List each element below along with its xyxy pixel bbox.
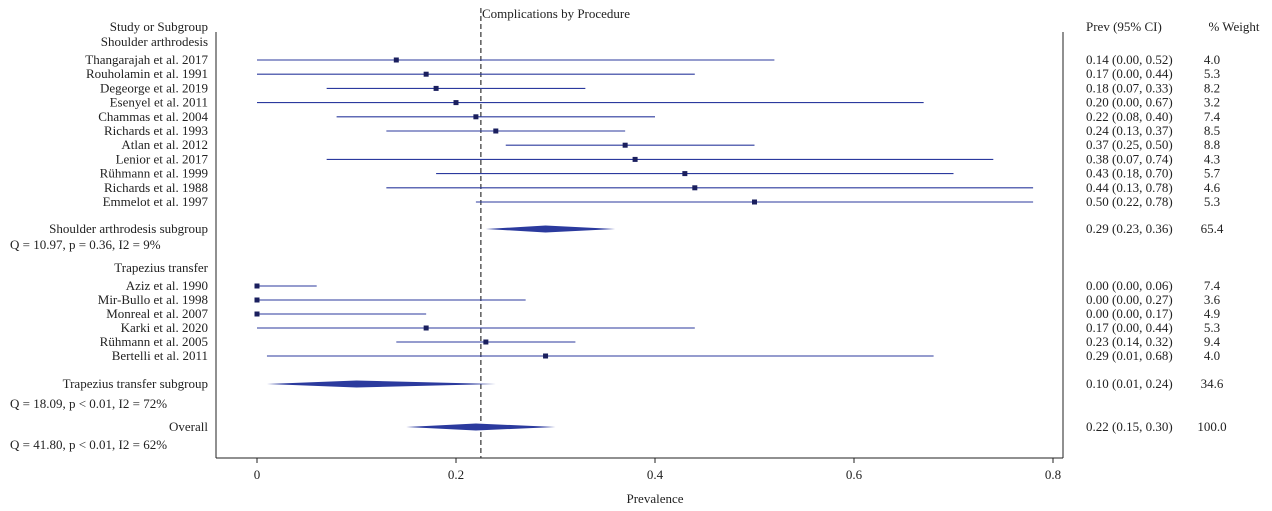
weight-text: 9.4 [1204,334,1221,349]
weight-text: 8.5 [1204,123,1220,138]
subgroup-diamond [266,380,496,388]
point-estimate [473,114,479,120]
point-estimate [254,283,260,289]
point-estimate [393,57,399,63]
study-label: Chammas et al. 2004 [98,109,208,124]
weight-text: 100.0 [1197,419,1226,434]
study-label: Rühmann et al. 2005 [100,334,208,349]
weight-text: 34.6 [1201,376,1224,391]
weight-text: 5.3 [1204,320,1220,335]
ci-text: 0.00 (0.00, 0.27) [1086,292,1173,307]
weight-text: 4.0 [1204,52,1220,67]
weight-text: 5.3 [1204,194,1220,209]
ci-text: 0.22 (0.08, 0.40) [1086,109,1173,124]
x-tick-label: 0.6 [846,467,863,482]
weight-text: 4.3 [1204,151,1220,166]
ci-text: 0.00 (0.00, 0.06) [1086,278,1173,293]
study-label: Aziz et al. 1990 [126,278,208,293]
point-estimate [423,71,429,77]
ci-text: 0.18 (0.07, 0.33) [1086,80,1173,95]
study-label: Richards et al. 1993 [104,123,208,138]
ci-text: 0.10 (0.01, 0.24) [1086,376,1173,391]
chart-title: Complications by Procedure [482,6,630,21]
study-label: Thangarajah et al. 2017 [85,52,208,67]
study-label: Atlan et al. 2012 [121,137,208,152]
ci-text: 0.20 (0.00, 0.67) [1086,95,1173,110]
ci-text: 0.29 (0.01, 0.68) [1086,348,1173,363]
x-tick-label: 0.2 [448,467,464,482]
point-estimate [423,325,429,331]
overall-label: Overall [169,419,208,434]
weight-text: 5.3 [1204,66,1220,81]
x-tick-label: 0.8 [1045,467,1061,482]
ci-text: 0.37 (0.25, 0.50) [1086,137,1173,152]
study-label: Esenyel et al. 2011 [110,95,208,110]
weight-text: 4.0 [1204,348,1220,363]
weight-text: 4.9 [1204,306,1220,321]
group-heading: Shoulder arthrodesis [101,34,208,49]
ci-text: 0.50 (0.22, 0.78) [1086,194,1173,209]
weight-text: 4.6 [1204,180,1221,195]
study-label: Richards et al. 1988 [104,180,208,195]
study-column-header: Study or Subgroup [110,19,208,34]
weight-column-header: % Weight [1208,19,1259,34]
study-label: Lenior et al. 2017 [116,151,209,166]
weight-text: 8.2 [1204,80,1220,95]
ci-text: 0.17 (0.00, 0.44) [1086,66,1173,81]
ci-text: 0.44 (0.13, 0.78) [1086,180,1173,195]
point-estimate [433,85,439,91]
weight-text: 65.4 [1201,221,1224,236]
study-label: Monreal et al. 2007 [106,306,208,321]
point-estimate [493,128,499,134]
x-axis-label: Prevalence [626,491,683,506]
ci-text: 0.24 (0.13, 0.37) [1086,123,1173,138]
point-estimate [632,156,638,162]
study-label: Karki et al. 2020 [121,320,208,335]
ci-text: 0.38 (0.07, 0.74) [1086,151,1173,166]
point-estimate [254,311,260,317]
point-estimate [254,297,260,303]
weight-text: 3.6 [1204,292,1221,307]
point-estimate [543,353,549,359]
study-label: Emmelot et al. 1997 [103,194,209,209]
subgroup-label: Trapezius transfer subgroup [63,376,208,391]
point-estimate [682,171,688,177]
study-label: Degeorge et al. 2019 [100,80,208,95]
ci-text: 0.00 (0.00, 0.17) [1086,306,1173,321]
overall-stats: Q = 41.80, p < 0.01, I2 = 62% [10,437,167,452]
point-estimate [622,142,628,148]
weight-text: 5.7 [1204,166,1221,181]
study-label: Rouholamin et al. 1991 [86,66,208,81]
weight-text: 7.4 [1204,278,1221,293]
ci-text: 0.14 (0.00, 0.52) [1086,52,1173,67]
subgroup-diamond [485,225,616,233]
ci-text: 0.23 (0.14, 0.32) [1086,334,1173,349]
x-tick-label: 0 [254,467,261,482]
point-estimate [483,339,489,345]
subgroup-stats: Q = 10.97, p = 0.36, I2 = 9% [10,237,161,252]
ci-column-header: Prev (95% CI) [1086,19,1162,34]
subgroup-stats: Q = 18.09, p < 0.01, I2 = 72% [10,396,167,411]
weight-text: 7.4 [1204,109,1221,124]
overall-diamond [406,423,556,431]
ci-text: 0.17 (0.00, 0.44) [1086,320,1173,335]
ci-text: 0.43 (0.18, 0.70) [1086,166,1173,181]
study-label: Mir-Bullo et al. 1998 [98,292,208,307]
study-label: Rühmann et al. 1999 [100,166,208,181]
point-estimate [692,185,698,191]
ci-text: 0.22 (0.15, 0.30) [1086,419,1173,434]
study-label: Bertelli et al. 2011 [112,348,208,363]
x-tick-label: 0.4 [647,467,664,482]
weight-text: 8.8 [1204,137,1220,152]
point-estimate [453,100,459,106]
ci-text: 0.29 (0.23, 0.36) [1086,221,1173,236]
group-heading: Trapezius transfer [114,260,208,275]
subgroup-label: Shoulder arthrodesis subgroup [49,221,208,236]
weight-text: 3.2 [1204,95,1220,110]
point-estimate [752,199,757,205]
